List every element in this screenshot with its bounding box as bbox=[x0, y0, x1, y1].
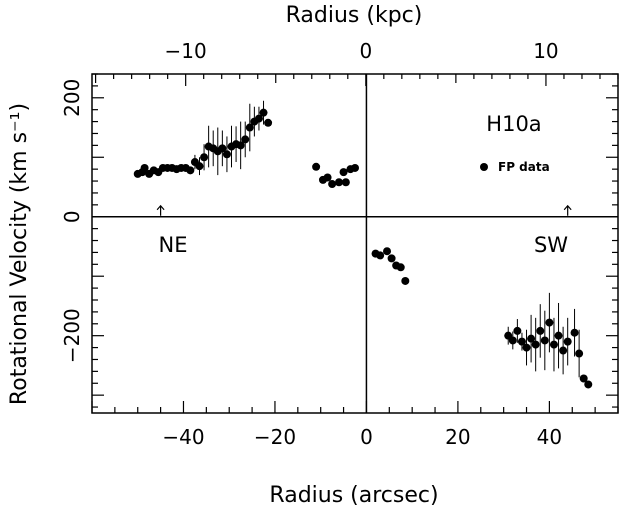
data-point bbox=[517, 337, 526, 346]
legend-marker bbox=[480, 163, 488, 171]
data-point bbox=[195, 162, 204, 171]
data-point bbox=[554, 331, 563, 340]
data-point bbox=[245, 123, 254, 132]
data-point bbox=[218, 144, 227, 153]
data-point bbox=[328, 180, 337, 189]
y-tick-label: 0 bbox=[60, 210, 84, 223]
data-point bbox=[254, 114, 263, 123]
y-axis-title: Rotational Velocity (km s⁻¹) bbox=[7, 103, 32, 405]
data-point bbox=[563, 337, 572, 346]
data-point bbox=[186, 166, 195, 175]
top-x-tick-label: 0 bbox=[359, 39, 372, 63]
data-point bbox=[570, 328, 579, 337]
x-tick-label: 40 bbox=[537, 425, 562, 449]
x-tick-label: −40 bbox=[162, 425, 204, 449]
data-point bbox=[579, 374, 588, 383]
data-point bbox=[559, 346, 568, 355]
data-point bbox=[376, 251, 385, 260]
data-point bbox=[549, 340, 558, 349]
top-x-tick-label: −10 bbox=[165, 39, 207, 63]
data-point bbox=[545, 318, 554, 327]
galaxy-label: H10a bbox=[486, 112, 541, 136]
data-point bbox=[401, 276, 410, 285]
top-x-tick-label: 10 bbox=[533, 39, 558, 63]
data-point bbox=[323, 173, 332, 182]
data-point bbox=[222, 150, 231, 159]
data-point bbox=[575, 349, 584, 358]
y-tick-label: −200 bbox=[60, 308, 84, 363]
data-point bbox=[531, 340, 540, 349]
data-point bbox=[241, 135, 250, 144]
data-point bbox=[522, 343, 531, 352]
data-point bbox=[584, 380, 593, 389]
radius-arrow bbox=[563, 204, 572, 216]
data-point bbox=[341, 178, 350, 187]
x-tick-label: 0 bbox=[360, 425, 373, 449]
ne-label: NE bbox=[159, 233, 188, 257]
plot-frame bbox=[91, 73, 619, 414]
data-point bbox=[264, 118, 273, 127]
data-point bbox=[396, 263, 405, 272]
sw-label: SW bbox=[534, 233, 568, 257]
data-points bbox=[133, 108, 593, 389]
radius-arrow bbox=[156, 204, 165, 216]
y-tick-label: 200 bbox=[60, 79, 84, 117]
data-point bbox=[334, 178, 343, 187]
data-point bbox=[236, 141, 245, 150]
x-tick-label: −20 bbox=[254, 425, 296, 449]
data-point bbox=[540, 336, 549, 345]
data-point bbox=[527, 334, 536, 343]
top-x-axis-title: Radius (kpc) bbox=[286, 3, 423, 28]
data-point bbox=[513, 326, 522, 335]
data-point bbox=[387, 254, 396, 263]
data-point bbox=[383, 247, 392, 256]
data-point bbox=[259, 108, 268, 117]
legend-label: FP data bbox=[498, 160, 550, 174]
data-point bbox=[200, 153, 209, 162]
data-point bbox=[140, 163, 149, 172]
plot-border bbox=[91, 73, 619, 414]
error-bars bbox=[194, 100, 580, 378]
data-point bbox=[508, 336, 517, 345]
radius-arrows bbox=[156, 204, 572, 216]
data-point bbox=[339, 168, 348, 177]
data-point bbox=[312, 162, 321, 171]
data-point bbox=[536, 326, 545, 335]
x-axis-title: Radius (arcsec) bbox=[269, 483, 438, 508]
x-tick-label: 20 bbox=[445, 425, 470, 449]
data-point bbox=[351, 163, 359, 172]
